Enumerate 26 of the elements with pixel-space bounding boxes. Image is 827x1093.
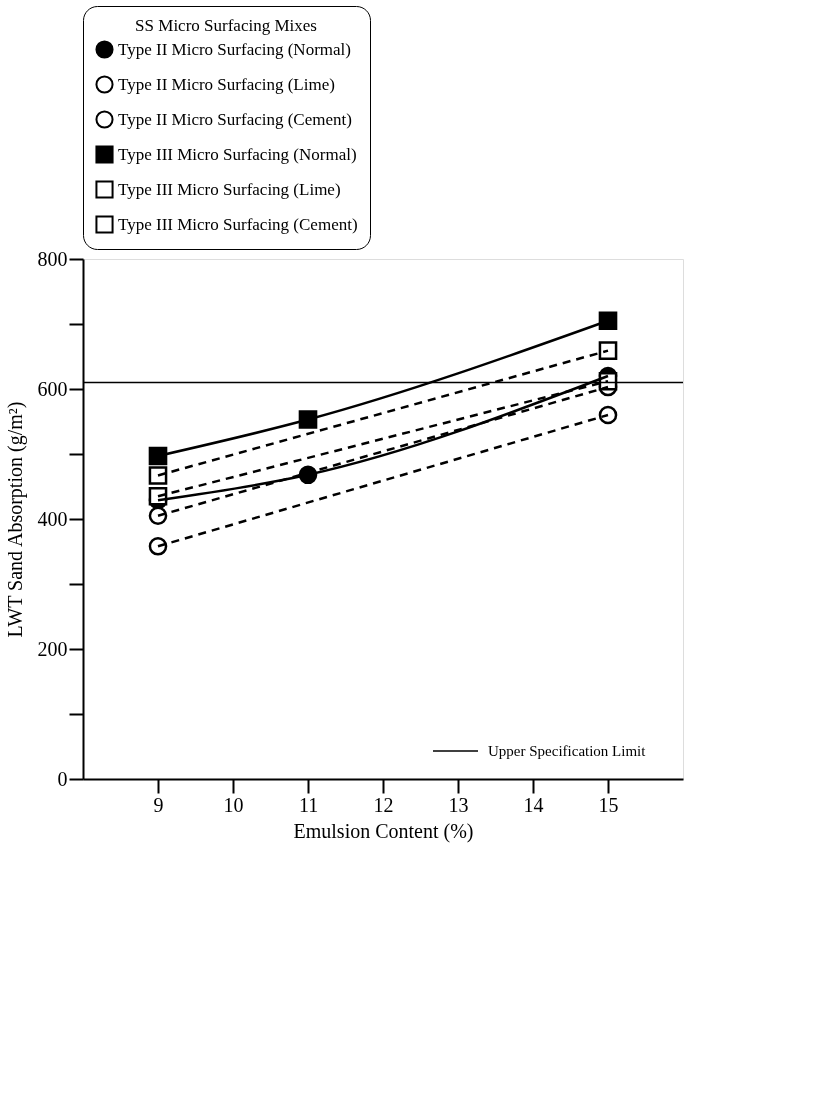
x-tick-label: 14 <box>523 793 544 816</box>
legend-title: SS Micro Surfacing Mixes <box>135 16 317 35</box>
y-tick-label: 0 <box>57 767 68 790</box>
legend-label: Type II Micro Surfacing (Lime) <box>118 74 335 94</box>
x-tick-label: 9 <box>153 793 164 816</box>
y-tick-label: 400 <box>37 507 68 530</box>
legend-label: Type III Micro Surfacing (Cement) <box>118 214 358 234</box>
point <box>598 341 618 360</box>
x-tick-label: 15 <box>598 793 619 816</box>
y-tick-label: 600 <box>37 377 68 400</box>
legend-label: Type III Micro Surfacing (Normal) <box>118 144 357 164</box>
x-tick-label: 12 <box>373 793 394 816</box>
point <box>148 466 168 485</box>
legend-label: Upper Specification Limit <box>488 743 647 759</box>
y-tick-label: 200 <box>37 637 68 660</box>
y-axis-title: LWT Sand Absorption (g/m²) <box>3 401 27 638</box>
legend-label: Type III Micro Surfacing (Lime) <box>118 179 341 199</box>
x-tick-label: 11 <box>298 793 319 816</box>
x-tick-label: 13 <box>448 793 469 816</box>
y-tick-label: 800 <box>37 247 68 270</box>
x-tick-label: 10 <box>223 793 244 816</box>
x-axis-title: Emulsion Content (%) <box>293 819 474 843</box>
legend-label: Type II Micro Surfacing (Cement) <box>118 109 352 129</box>
legend-label: Type II Micro Surfacing (Normal) <box>118 39 351 59</box>
point <box>148 537 168 556</box>
point <box>598 311 618 331</box>
